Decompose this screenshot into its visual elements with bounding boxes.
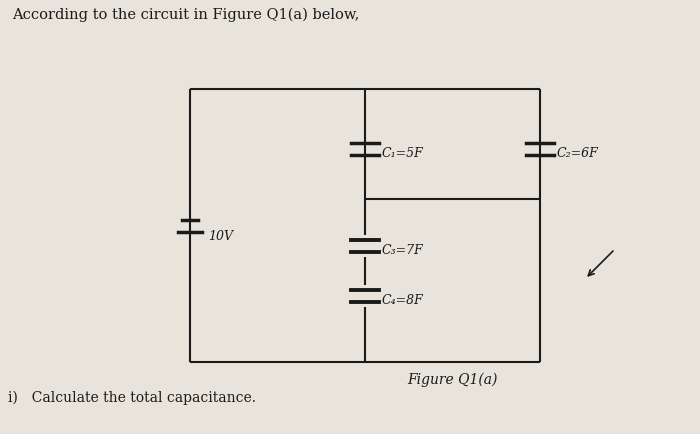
Text: According to the circuit in Figure Q1(a) below,: According to the circuit in Figure Q1(a)… <box>12 8 359 22</box>
Text: C₂=6F: C₂=6F <box>557 147 598 160</box>
Text: Figure Q1(a): Figure Q1(a) <box>407 373 498 387</box>
Text: C₁=5F: C₁=5F <box>382 147 424 160</box>
Text: 10V: 10V <box>208 230 233 243</box>
Text: i) Calculate the total capacitance.: i) Calculate the total capacitance. <box>8 391 256 405</box>
Text: C₃=7F: C₃=7F <box>382 244 424 257</box>
Text: C₄=8F: C₄=8F <box>382 294 424 307</box>
